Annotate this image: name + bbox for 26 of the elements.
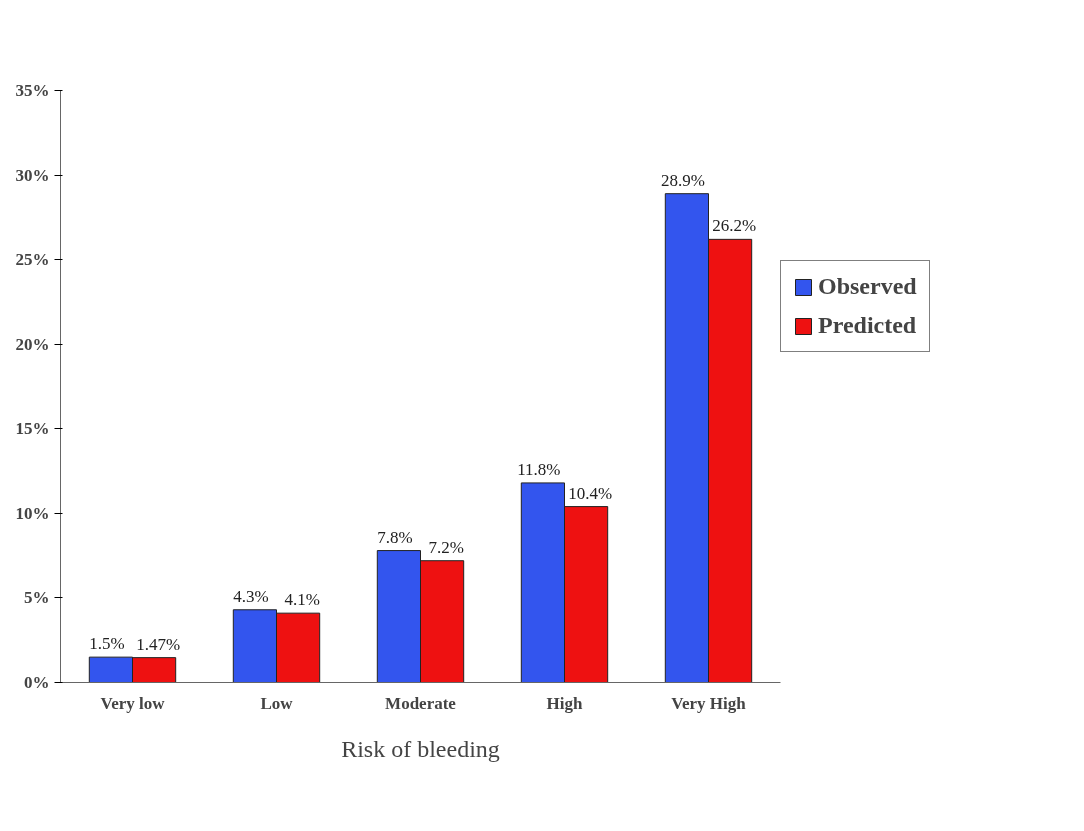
- x-tick-label: Very High: [671, 693, 747, 713]
- data-label: 10.4%: [568, 483, 613, 503]
- data-label: 7.2%: [428, 537, 464, 557]
- y-tick-label: 30%: [15, 165, 50, 185]
- data-label: 4.3%: [233, 586, 269, 606]
- y-tick-label: 0%: [24, 673, 50, 692]
- y-tick-label: 35%: [15, 81, 50, 100]
- y-tick-label: 20%: [15, 334, 50, 354]
- x-axis-title: Risk of bleeding: [341, 735, 500, 762]
- data-label: 1.47%: [136, 634, 181, 654]
- y-tick-label: 10%: [15, 503, 50, 523]
- x-tick-label: High: [546, 693, 583, 713]
- data-label: 11.8%: [517, 459, 561, 479]
- x-tick-label: Very low: [100, 693, 166, 713]
- data-label: 7.8%: [377, 527, 413, 547]
- legend-label: Predicted: [818, 312, 917, 339]
- y-tick-label: 15%: [15, 419, 50, 439]
- x-tick-label: Low: [260, 693, 294, 713]
- y-tick-label: 25%: [15, 250, 50, 270]
- y-tick-label: 5%: [24, 588, 50, 608]
- x-tick-label: Moderate: [385, 693, 457, 713]
- legend-label: Observed: [818, 273, 917, 300]
- data-label: 4.1%: [284, 590, 320, 610]
- data-label: 1.5%: [89, 634, 125, 654]
- data-label: 28.9%: [660, 170, 705, 190]
- data-label: 26.2%: [712, 216, 757, 236]
